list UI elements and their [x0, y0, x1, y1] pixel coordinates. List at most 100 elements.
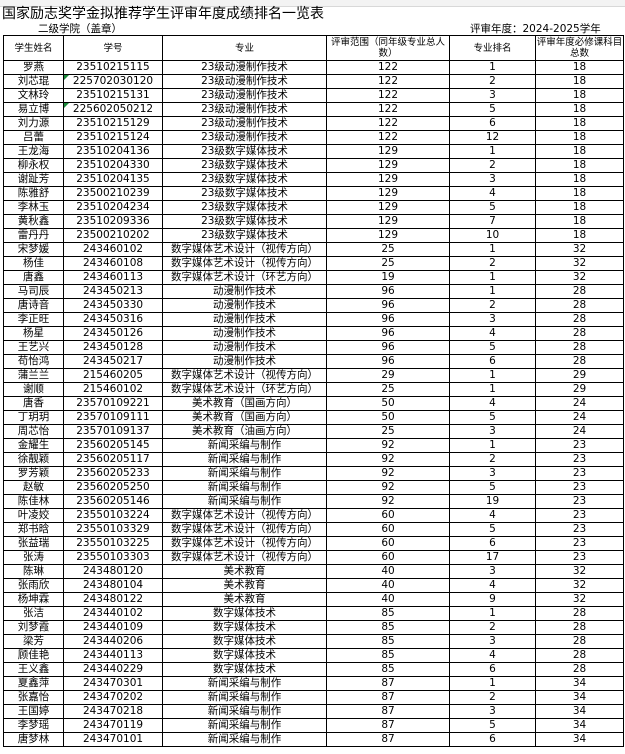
cell-review-scope[interactable]: 60	[326, 522, 450, 537]
cell-student-id[interactable]: 243460113	[63, 270, 163, 285]
cell-major[interactable]: 动漫制作技术	[162, 284, 327, 299]
cell-review-scope[interactable]: 85	[326, 620, 450, 635]
cell-major[interactable]: 23级动漫制作技术	[162, 130, 327, 145]
cell-required-courses[interactable]: 23	[535, 550, 624, 565]
cell-required-courses[interactable]: 29	[535, 368, 624, 383]
cell-name[interactable]: 李正旺	[3, 312, 64, 327]
cell-major-rank[interactable]: 3	[449, 704, 536, 719]
cell-major-rank[interactable]: 1	[449, 270, 536, 285]
cell-student-id[interactable]: 243480120	[63, 564, 163, 579]
cell-major[interactable]: 数字媒体技术	[162, 662, 327, 677]
cell-major-rank[interactable]: 2	[449, 256, 536, 271]
cell-name[interactable]: 张洁	[3, 606, 64, 621]
cell-name[interactable]: 王艺兴	[3, 340, 64, 355]
cell-major-rank[interactable]: 1	[449, 242, 536, 257]
cell-student-id[interactable]: 23560205233	[63, 466, 163, 481]
cell-major[interactable]: 美术教育（国画方向）	[162, 410, 327, 425]
cell-name[interactable]: 文林玲	[3, 88, 64, 103]
cell-required-courses[interactable]: 32	[535, 270, 624, 285]
cell-major[interactable]: 数字媒体艺术设计（环艺方向）	[162, 270, 327, 285]
cell-review-scope[interactable]: 25	[326, 256, 450, 271]
cell-name[interactable]: 柳永权	[3, 158, 64, 173]
cell-major-rank[interactable]: 5	[449, 340, 536, 355]
cell-major[interactable]: 数字媒体技术	[162, 606, 327, 621]
cell-review-scope[interactable]: 40	[326, 592, 450, 607]
cell-major[interactable]: 动漫制作技术	[162, 354, 327, 369]
cell-review-scope[interactable]: 87	[326, 732, 450, 747]
cell-student-id[interactable]: 23560205146	[63, 494, 163, 509]
cell-review-scope[interactable]: 122	[326, 102, 450, 117]
cell-major-rank[interactable]: 2	[449, 452, 536, 467]
cell-student-id[interactable]: 243470218	[63, 704, 163, 719]
cell-review-scope[interactable]: 87	[326, 676, 450, 691]
cell-review-scope[interactable]: 96	[326, 326, 450, 341]
header-major[interactable]: 专业	[162, 35, 327, 61]
cell-student-id[interactable]: 23560205145	[63, 438, 163, 453]
cell-major-rank[interactable]: 3	[449, 312, 536, 327]
cell-student-id[interactable]: 23500210239	[63, 186, 163, 201]
cell-major[interactable]: 美术教育（国画方向）	[162, 396, 327, 411]
header-required-courses[interactable]: 评审年度必修课科目总数	[535, 35, 624, 61]
cell-required-courses[interactable]: 18	[535, 158, 624, 173]
cell-review-scope[interactable]: 92	[326, 466, 450, 481]
cell-review-scope[interactable]: 92	[326, 480, 450, 495]
cell-required-courses[interactable]: 34	[535, 690, 624, 705]
number-as-text-warning-icon[interactable]	[64, 103, 69, 108]
cell-required-courses[interactable]: 28	[535, 354, 624, 369]
cell-required-courses[interactable]: 18	[535, 228, 624, 243]
cell-major[interactable]: 数字媒体艺术设计（环艺方向）	[162, 382, 327, 397]
cell-student-id[interactable]: 243440206	[63, 634, 163, 649]
cell-review-scope[interactable]: 122	[326, 130, 450, 145]
cell-review-scope[interactable]: 129	[326, 200, 450, 215]
cell-major[interactable]: 新闻采编与制作	[162, 718, 327, 733]
cell-student-id[interactable]: 23550103329	[63, 522, 163, 537]
cell-student-id[interactable]: 23510204135	[63, 172, 163, 187]
cell-review-scope[interactable]: 129	[326, 214, 450, 229]
cell-major-rank[interactable]: 12	[449, 130, 536, 145]
cell-name[interactable]: 杨坤霖	[3, 592, 64, 607]
cell-major-rank[interactable]: 5	[449, 410, 536, 425]
cell-review-scope[interactable]: 92	[326, 452, 450, 467]
cell-major-rank[interactable]: 4	[449, 508, 536, 523]
cell-name[interactable]: 刘芯琨	[3, 74, 64, 89]
cell-name[interactable]: 张雨欣	[3, 578, 64, 593]
cell-student-id[interactable]: 243470202	[63, 690, 163, 705]
cell-review-scope[interactable]: 50	[326, 396, 450, 411]
cell-review-scope[interactable]: 96	[326, 312, 450, 327]
cell-student-id[interactable]: 215460205	[63, 368, 163, 383]
cell-required-courses[interactable]: 23	[535, 508, 624, 523]
cell-name[interactable]: 宋梦媛	[3, 242, 64, 257]
cell-major[interactable]: 23级动漫制作技术	[162, 60, 327, 75]
cell-major-rank[interactable]: 4	[449, 648, 536, 663]
cell-required-courses[interactable]: 34	[535, 676, 624, 691]
cell-required-courses[interactable]: 29	[535, 382, 624, 397]
cell-review-scope[interactable]: 122	[326, 60, 450, 75]
cell-student-id[interactable]: 243460108	[63, 256, 163, 271]
cell-major[interactable]: 23级数字媒体技术	[162, 200, 327, 215]
cell-major-rank[interactable]: 5	[449, 200, 536, 215]
cell-student-id[interactable]: 243450213	[63, 284, 163, 299]
cell-name[interactable]: 王义鑫	[3, 662, 64, 677]
cell-major-rank[interactable]: 1	[449, 144, 536, 159]
cell-major-rank[interactable]: 3	[449, 564, 536, 579]
cell-major[interactable]: 动漫制作技术	[162, 326, 327, 341]
cell-major[interactable]: 美术教育	[162, 578, 327, 593]
cell-name[interactable]: 苟怡鸿	[3, 354, 64, 369]
cell-review-scope[interactable]: 60	[326, 508, 450, 523]
cell-review-scope[interactable]: 92	[326, 438, 450, 453]
cell-student-id[interactable]: 243480122	[63, 592, 163, 607]
cell-name[interactable]: 马司辰	[3, 284, 64, 299]
cell-major[interactable]: 23级数字媒体技术	[162, 158, 327, 173]
cell-required-courses[interactable]: 18	[535, 172, 624, 187]
cell-review-scope[interactable]: 96	[326, 354, 450, 369]
cell-major[interactable]: 数字媒体艺术设计（视传方向）	[162, 536, 327, 551]
cell-major-rank[interactable]: 2	[449, 74, 536, 89]
cell-review-scope[interactable]: 85	[326, 634, 450, 649]
cell-review-scope[interactable]: 85	[326, 648, 450, 663]
cell-major-rank[interactable]: 1	[449, 368, 536, 383]
cell-major[interactable]: 新闻采编与制作	[162, 480, 327, 495]
cell-student-id[interactable]: 23560205117	[63, 452, 163, 467]
cell-required-courses[interactable]: 34	[535, 704, 624, 719]
cell-major-rank[interactable]: 5	[449, 102, 536, 117]
cell-major-rank[interactable]: 2	[449, 620, 536, 635]
